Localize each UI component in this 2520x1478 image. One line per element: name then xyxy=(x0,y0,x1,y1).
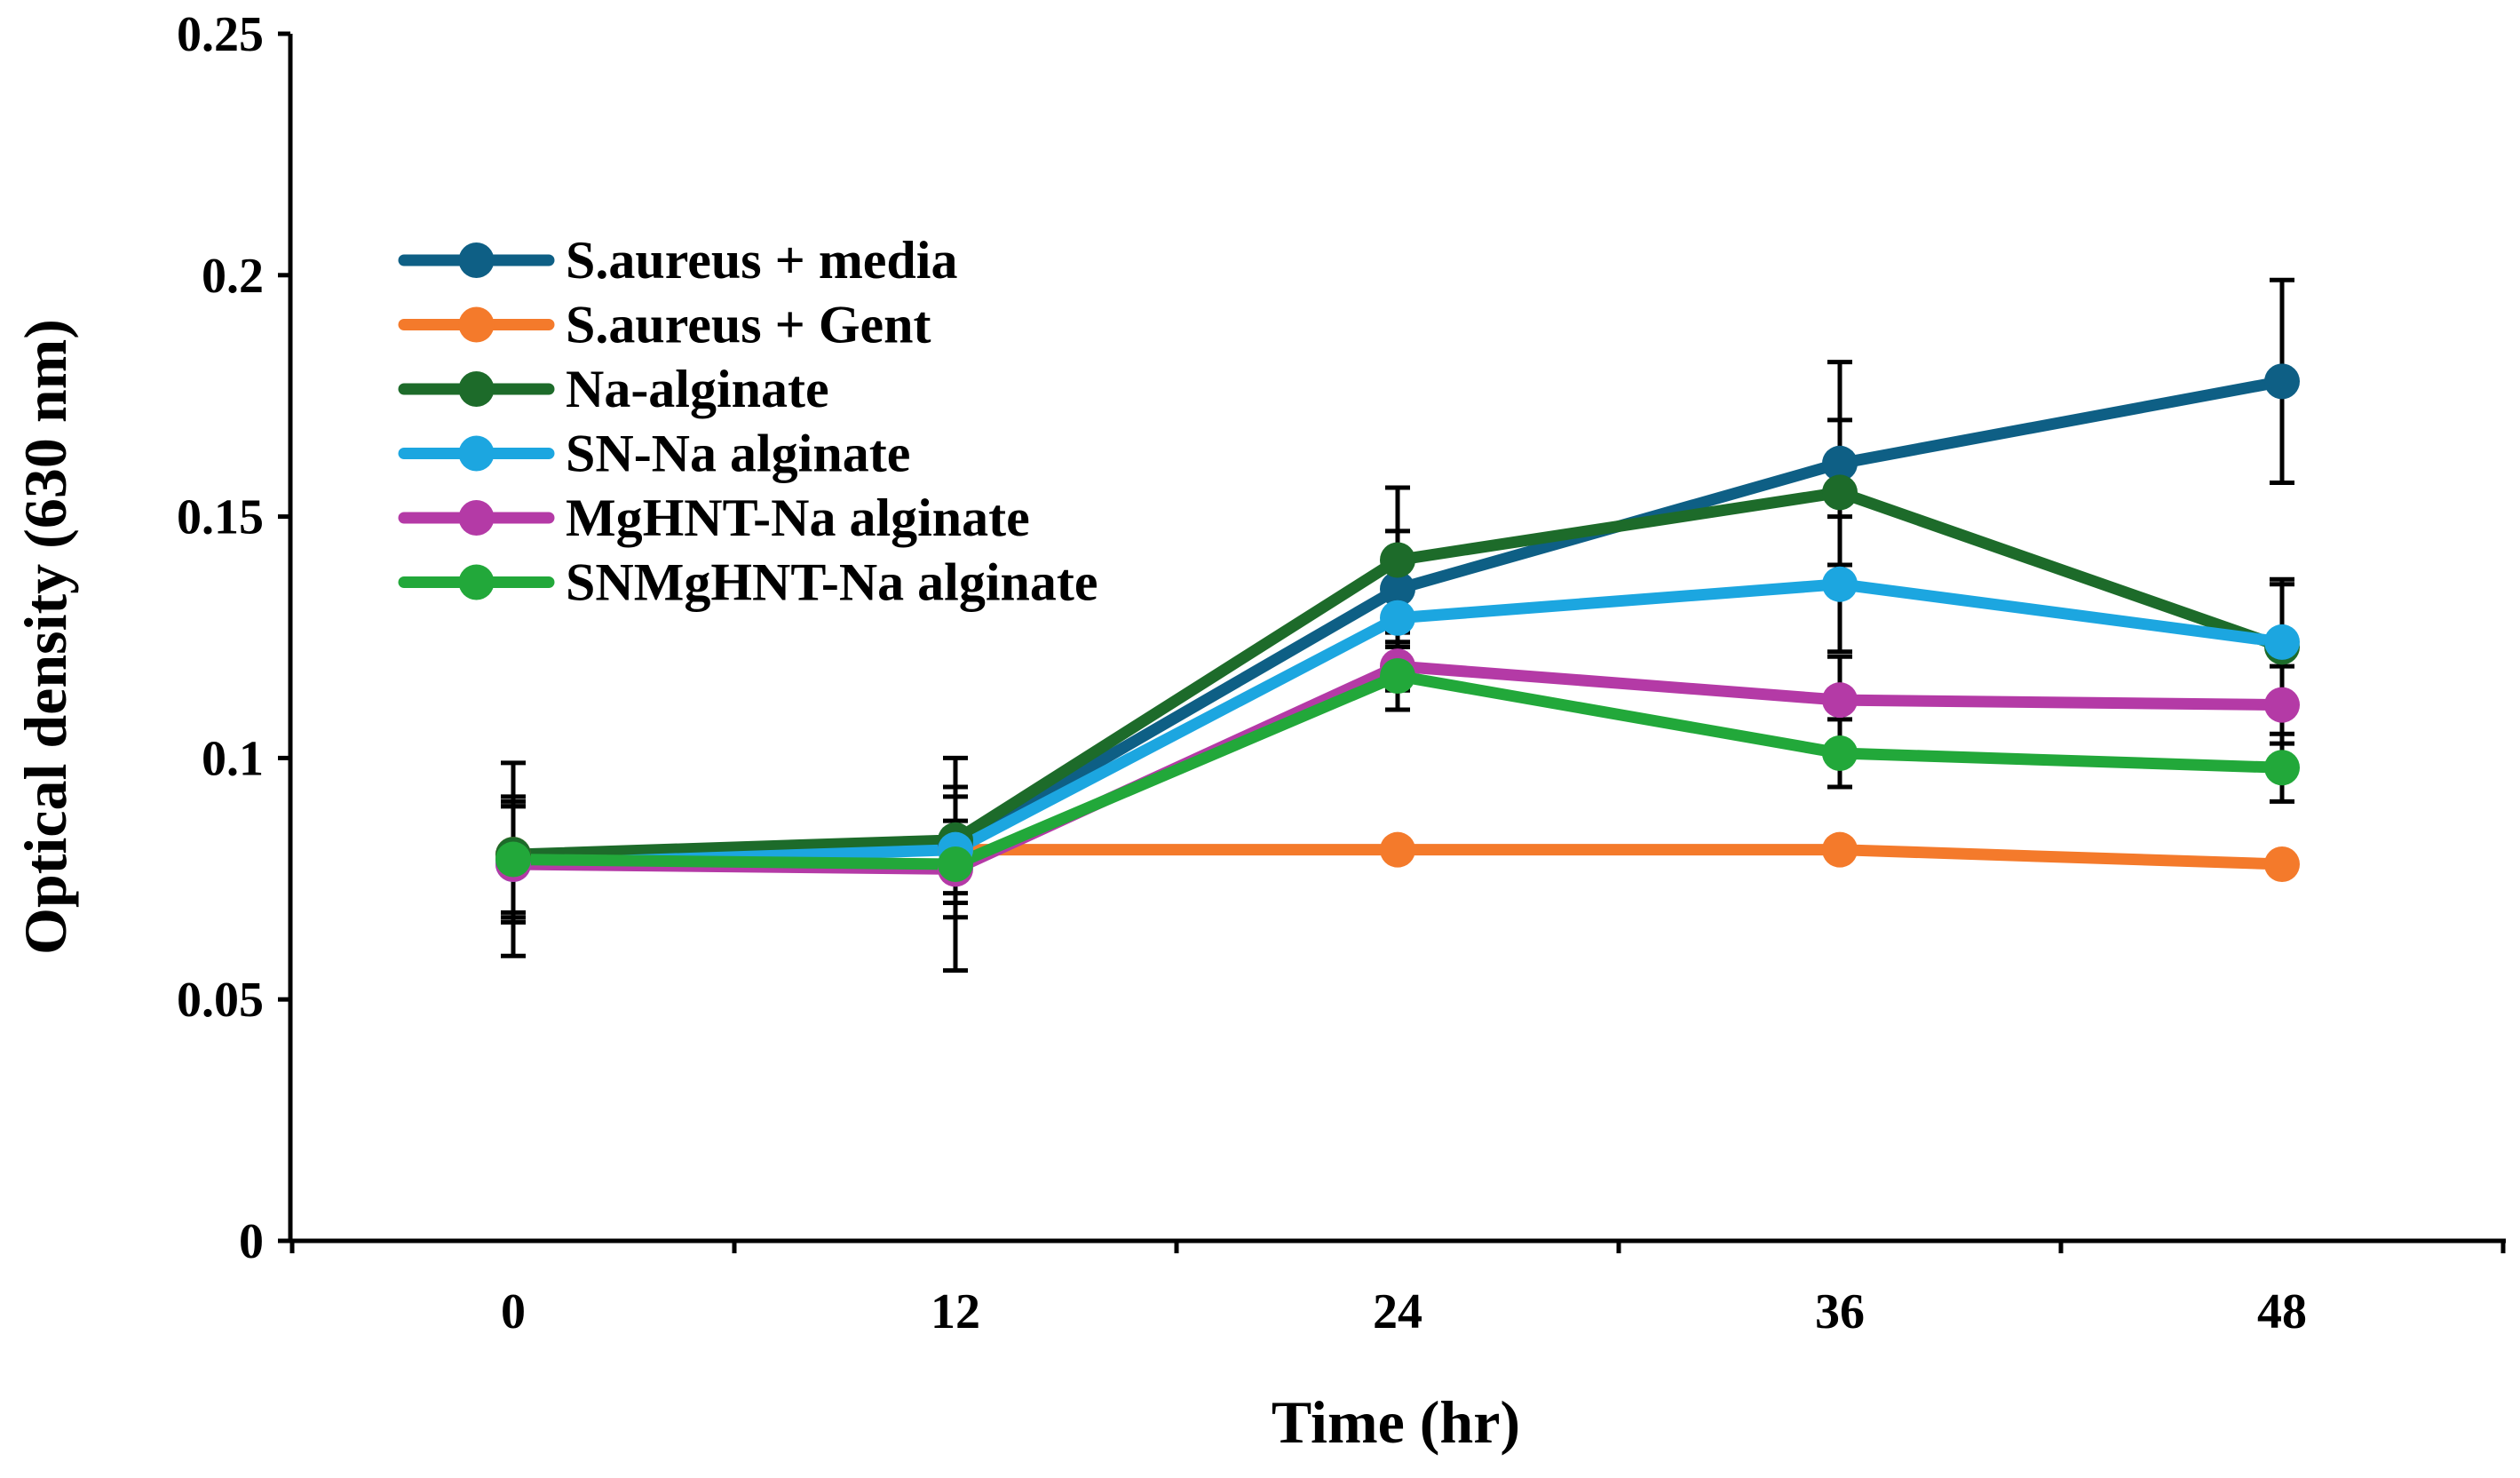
y-axis-title: Optical density (630 nm) xyxy=(12,319,79,955)
legend: S.aureus + media S.aureus + Gent Na-algina… xyxy=(398,231,1098,612)
data-point xyxy=(2264,846,2300,882)
x-axis-title: Time (hr) xyxy=(1272,1388,1520,1456)
data-point xyxy=(1822,682,1858,719)
legend-label: S.aureus + media xyxy=(566,231,957,290)
legend-marker xyxy=(458,500,495,536)
x-tick-label: 0 xyxy=(501,1284,526,1339)
data-point xyxy=(1822,566,1858,602)
y-tick-label: 0.05 xyxy=(177,973,264,1028)
data-point xyxy=(1822,445,1858,481)
x-tick-label: 36 xyxy=(1815,1284,1865,1339)
data-point xyxy=(1822,474,1858,511)
data-point xyxy=(1380,831,1415,868)
x-ticks: 0 12 24 36 48 xyxy=(289,1241,2506,1339)
legend-label: Na-alginate xyxy=(566,360,829,418)
y-ticks: 0 0.05 0.1 0.15 0.2 0.25 xyxy=(177,7,290,1269)
x-tick-label: 24 xyxy=(1373,1284,1422,1339)
data-point xyxy=(1380,542,1415,578)
legend-marker xyxy=(458,435,495,472)
data-point xyxy=(2264,687,2300,723)
legend-label: SN-Na alginate xyxy=(566,425,910,483)
legend-label: S.aureus + Gent xyxy=(566,296,931,354)
data-point xyxy=(1822,831,1858,868)
y-tick-label: 0.2 xyxy=(202,249,264,304)
legend-marker xyxy=(458,564,495,600)
y-tick-label: 0 xyxy=(239,1214,264,1269)
y-tick-label: 0.15 xyxy=(177,490,264,545)
data-point xyxy=(1380,571,1415,608)
y-tick-label: 0.1 xyxy=(202,731,264,786)
data-point xyxy=(495,841,531,878)
y-tick-label: 0.25 xyxy=(177,7,264,62)
data-point xyxy=(2264,750,2300,786)
data-point xyxy=(2264,624,2300,660)
legend-marker xyxy=(458,242,495,278)
legend-label: MgHNT-Na alginate xyxy=(566,489,1030,547)
legend-marker xyxy=(458,306,495,343)
x-tick-label: 48 xyxy=(2257,1284,2307,1339)
data-point xyxy=(1380,600,1415,636)
legend-marker xyxy=(458,371,495,407)
series-points xyxy=(495,363,2300,887)
data-point xyxy=(1380,657,1415,694)
legend-label: SNMgHNT-Na alginate xyxy=(566,553,1098,612)
data-point xyxy=(938,846,973,882)
data-point xyxy=(2264,363,2300,400)
data-point xyxy=(1822,735,1858,771)
x-tick-label: 12 xyxy=(931,1284,980,1339)
axes xyxy=(288,34,2506,1244)
